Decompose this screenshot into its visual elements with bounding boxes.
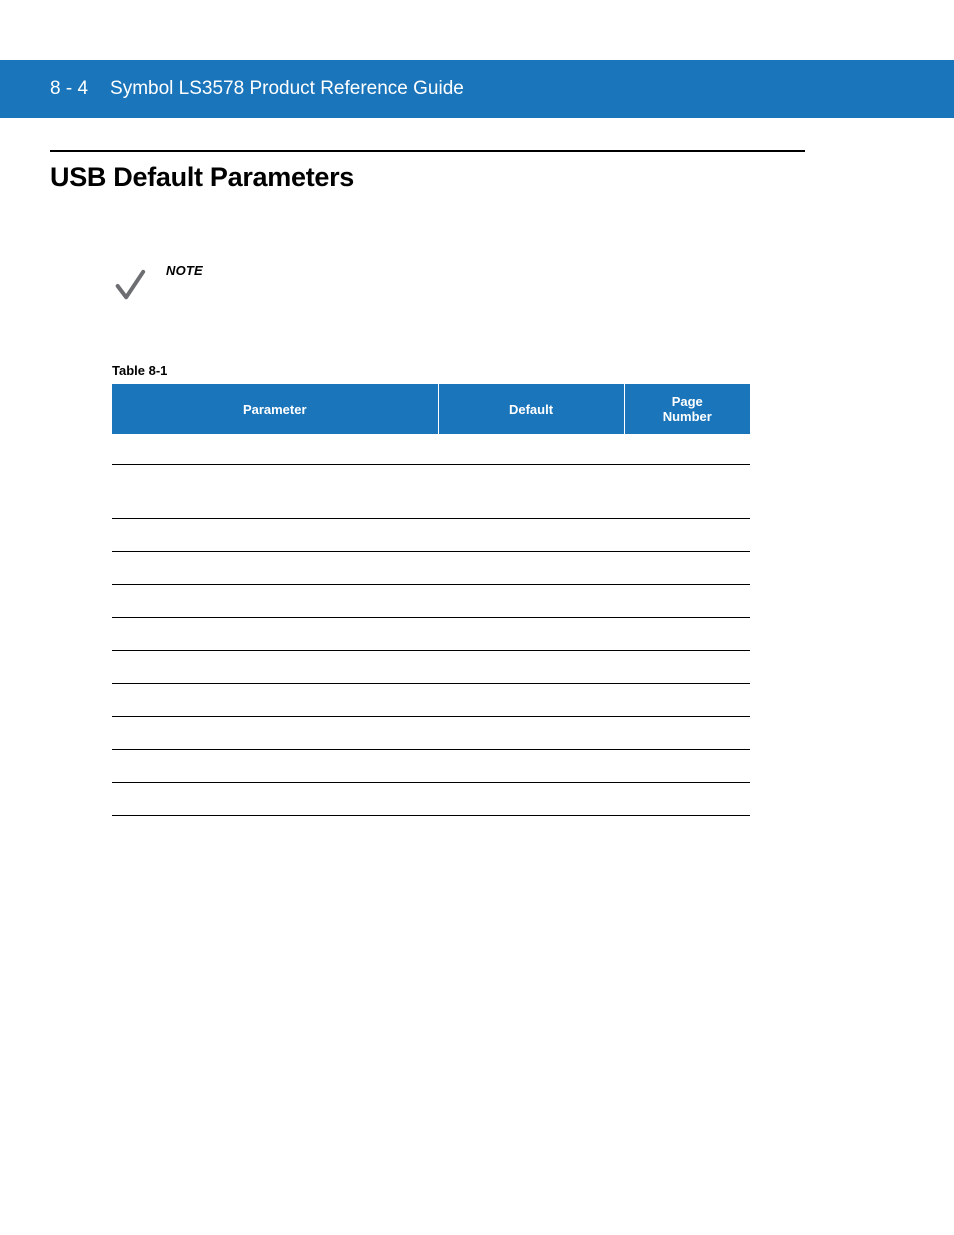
cell-page (624, 782, 750, 815)
table-row (112, 782, 750, 815)
cell-default (438, 434, 624, 464)
cell-parameter (112, 782, 438, 815)
col-header-page-line2: Number (631, 409, 745, 424)
cell-default (438, 617, 624, 650)
table-row (112, 434, 750, 464)
cell-page (624, 650, 750, 683)
cell-default (438, 683, 624, 716)
parameters-table: Parameter Default Page Number (112, 384, 750, 816)
cell-page (624, 464, 750, 518)
cell-parameter (112, 683, 438, 716)
cell-page (624, 617, 750, 650)
page-content: USB Default Parameters NOTE Table 8-1 Pa… (50, 150, 805, 816)
section-title: USB Default Parameters (50, 162, 805, 193)
doc-title: Symbol LS3578 Product Reference Guide (110, 78, 464, 100)
cell-default (438, 749, 624, 782)
table-row (112, 683, 750, 716)
cell-default (438, 650, 624, 683)
table-header-row: Parameter Default Page Number (112, 384, 750, 434)
table-row (112, 584, 750, 617)
cell-page (624, 434, 750, 464)
cell-parameter (112, 749, 438, 782)
table-container: Table 8-1 Parameter Default Page Number (112, 363, 750, 816)
table-body (112, 434, 750, 815)
page-header-band: 8 - 4 Symbol LS3578 Product Reference Gu… (0, 60, 954, 118)
table-row (112, 617, 750, 650)
checkmark-icon (112, 269, 146, 303)
section-rule (50, 150, 805, 152)
note-block: NOTE (112, 263, 805, 303)
note-label: NOTE (166, 263, 203, 278)
table-row (112, 551, 750, 584)
col-header-page-number: Page Number (624, 384, 750, 434)
table-row (112, 749, 750, 782)
cell-parameter (112, 650, 438, 683)
cell-parameter (112, 518, 438, 551)
cell-parameter (112, 716, 438, 749)
cell-page (624, 749, 750, 782)
table-row (112, 518, 750, 551)
cell-default (438, 518, 624, 551)
table-caption: Table 8-1 (112, 363, 750, 378)
col-header-page-line1: Page (672, 394, 703, 409)
cell-parameter (112, 464, 438, 518)
cell-parameter (112, 584, 438, 617)
document-page: 8 - 4 Symbol LS3578 Product Reference Gu… (0, 0, 954, 1235)
cell-default (438, 464, 624, 518)
cell-parameter (112, 434, 438, 464)
cell-parameter (112, 617, 438, 650)
table-row (112, 650, 750, 683)
table-row (112, 716, 750, 749)
cell-page (624, 716, 750, 749)
cell-page (624, 683, 750, 716)
cell-page (624, 584, 750, 617)
cell-default (438, 584, 624, 617)
cell-parameter (112, 551, 438, 584)
table-row (112, 464, 750, 518)
cell-default (438, 782, 624, 815)
cell-page (624, 518, 750, 551)
cell-default (438, 716, 624, 749)
cell-page (624, 551, 750, 584)
page-number: 8 - 4 (50, 78, 88, 100)
col-header-parameter: Parameter (112, 384, 438, 434)
col-header-default: Default (438, 384, 624, 434)
cell-default (438, 551, 624, 584)
